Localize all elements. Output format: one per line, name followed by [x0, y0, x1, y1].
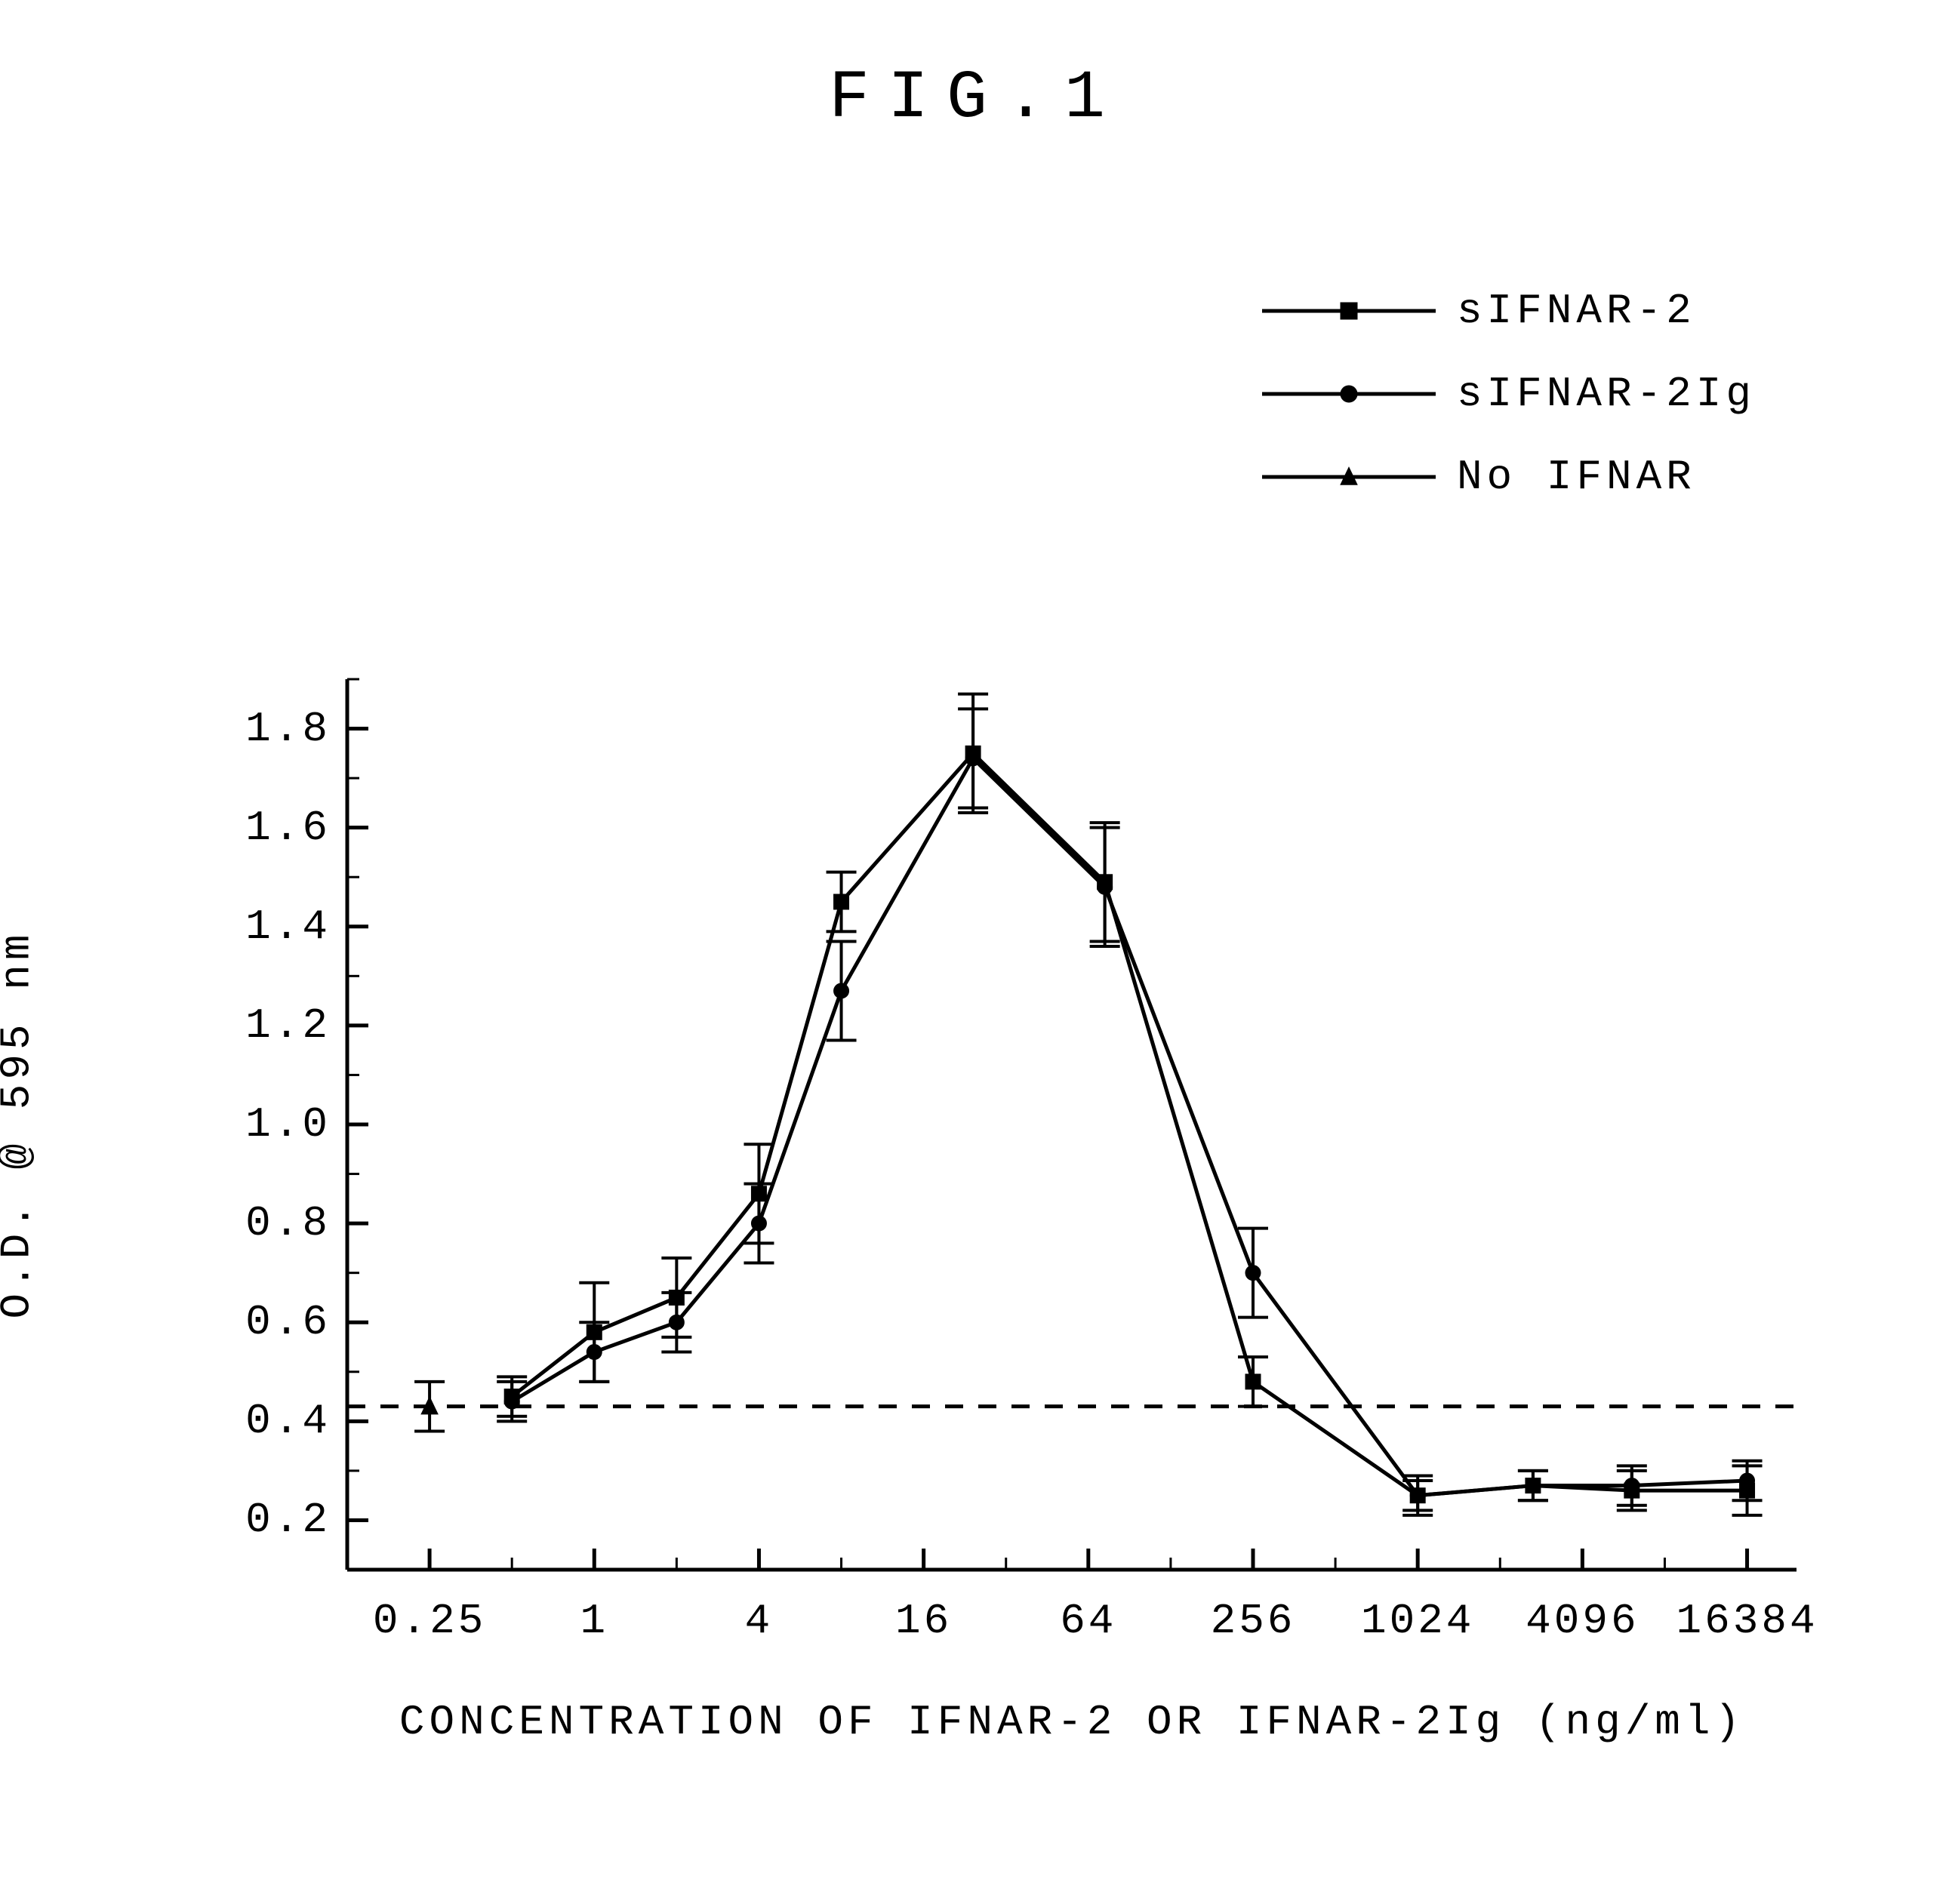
figure-title: FIG.1 [0, 60, 1952, 137]
y-tick-label: 1.8 [245, 705, 331, 753]
y-tick-label: 0.4 [245, 1397, 331, 1445]
legend-label: No IFNAR [1457, 453, 1696, 501]
legend-label: sIFNAR-2 [1457, 287, 1696, 335]
y-tick-label: 1.6 [245, 804, 331, 852]
legend-item: sIFNAR-2Ig [1262, 370, 1756, 418]
legend-item: No IFNAR [1262, 453, 1756, 501]
y-tick-label: 0.8 [245, 1199, 331, 1247]
x-tick-label: 1 [580, 1597, 608, 1645]
legend: sIFNAR-2 sIFNAR-2Ig No IFNAR [1262, 287, 1756, 536]
y-tick-label: 1.4 [245, 903, 331, 951]
y-tick-label: 1.0 [245, 1100, 331, 1149]
x-tick-label: 1024 [1361, 1597, 1474, 1645]
x-tick-label: 16 [895, 1597, 952, 1645]
x-tick-label: 4 [745, 1597, 774, 1645]
x-tick-label: 0.25 [373, 1597, 486, 1645]
legend-item: sIFNAR-2 [1262, 287, 1756, 335]
x-tick-label: 256 [1211, 1597, 1296, 1645]
x-tick-label: 16384 [1676, 1597, 1818, 1645]
y-tick-label: 0.2 [245, 1496, 331, 1544]
plot-area: O.D. @ 595 nm CONCENTRATION OF IFNAR-2 O… [347, 679, 1797, 1570]
y-tick-label: 0.6 [245, 1298, 331, 1346]
x-tick-label: 64 [1060, 1597, 1116, 1645]
x-axis-title: CONCENTRATION OF IFNAR-2 OR IFNAR-2Ig (n… [399, 1698, 1744, 1746]
x-tick-label: 4096 [1526, 1597, 1639, 1645]
y-axis-title: O.D. @ 595 nm [0, 930, 42, 1319]
legend-label: sIFNAR-2Ig [1457, 370, 1756, 418]
y-tick-label: 1.2 [245, 1001, 331, 1050]
